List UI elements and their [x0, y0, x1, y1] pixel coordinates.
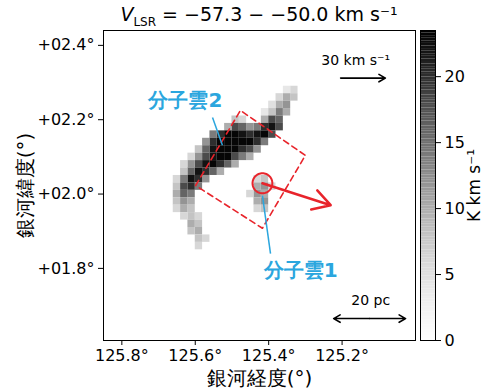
svg-text:125.2°: 125.2° [315, 346, 369, 365]
svg-text:30 km s⁻¹: 30 km s⁻¹ [321, 52, 390, 68]
svg-text:分子雲1: 分子雲1 [263, 258, 338, 282]
svg-text:0: 0 [445, 331, 455, 350]
svg-text:銀河緯度(°): 銀河緯度(°) [13, 133, 37, 239]
svg-text:125.4°: 125.4° [242, 346, 296, 365]
svg-text:+02.0°: +02.0° [37, 184, 94, 203]
svg-text:+02.4°: +02.4° [37, 35, 94, 54]
svg-text:銀河経度(°): 銀河経度(°) [207, 366, 313, 390]
svg-text:+02.2°: +02.2° [37, 110, 94, 129]
svg-text:5: 5 [445, 265, 455, 284]
svg-text:125.6°: 125.6° [168, 346, 222, 365]
svg-text:分子雲2: 分子雲2 [147, 88, 222, 112]
svg-text:15: 15 [445, 133, 465, 152]
svg-text:20 pc: 20 pc [351, 292, 390, 308]
svg-text:125.8°: 125.8° [95, 346, 149, 365]
svg-text:+01.8°: +01.8° [37, 259, 94, 278]
svg-text:10: 10 [445, 199, 465, 218]
svg-text:K km s⁻¹: K km s⁻¹ [464, 149, 484, 222]
svg-text:20: 20 [445, 67, 465, 86]
html-text:VLSR= −57.3 − −50.0 km s⁻¹: VLSR= −57.3 − −50.0 km s⁻¹ [120, 3, 398, 29]
